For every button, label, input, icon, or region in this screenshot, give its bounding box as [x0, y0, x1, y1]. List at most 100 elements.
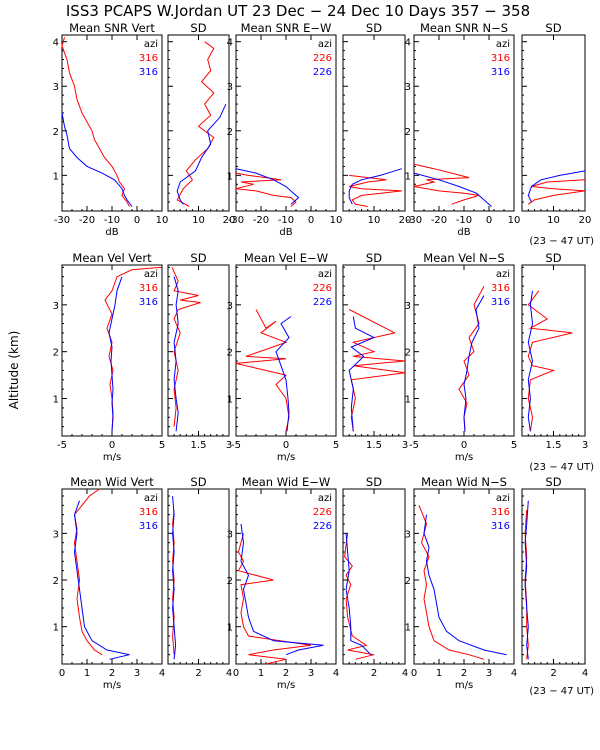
panel-1-5-legend-head: azi — [496, 39, 510, 50]
panel-1-2-frame — [167, 34, 230, 212]
panel-2-3-ytick-label-2: 3 — [227, 301, 233, 312]
panel-1-6-frame — [521, 34, 586, 212]
panel-1-3-ytick-label-2: 3 — [227, 82, 233, 93]
panel-1-3-xtick-label-1: -20 — [253, 215, 269, 226]
panel-3-2-title: SD — [190, 475, 206, 489]
panel-3-4-series-red — [344, 533, 375, 660]
panel-3-3-ytick-label-2: 3 — [227, 529, 233, 540]
panel-1-1-xtick-label-2: -10 — [104, 215, 120, 226]
panel-2-5-legend-blue: 316 — [491, 297, 510, 308]
panel-1-1-legend-red: 316 — [139, 53, 158, 64]
panel-3-2-xtick-label-1: 4 — [226, 668, 232, 679]
panel-3-5-legend-blue: 316 — [491, 521, 510, 532]
panel-1-5-ytick-label-3: 4 — [405, 38, 411, 49]
panel-3-5-legend-red: 316 — [491, 507, 510, 518]
panel-1-3-xlabel: dB — [279, 227, 292, 238]
panel-2-5-legend-red: 316 — [491, 283, 510, 294]
panel-2-3-xlabel: m/s — [277, 452, 295, 463]
panel-2-4-xtick-label-1: 3 — [402, 440, 408, 451]
panel-2-1-xtick-label-2: 5 — [159, 440, 165, 451]
panel-3-1-legend-red: 316 — [139, 507, 158, 518]
panel-3-5-ytick-label-0: 1 — [405, 623, 411, 634]
panel-2-5-legend-head: azi — [496, 269, 510, 280]
panel-2-4-series-blue — [348, 316, 376, 432]
panel-3-6-xtick-label-1: 4 — [582, 668, 588, 679]
panel-1-5-xtick-label-0: -30 — [406, 215, 422, 226]
panel-2-5-ytick-label-0: 1 — [405, 395, 411, 406]
panel-1-1-xtick-label-4: 10 — [156, 215, 169, 226]
panel-3-1-ytick-label-2: 3 — [53, 529, 59, 540]
panel-2-1-legend-head: azi — [144, 269, 158, 280]
panel-1-4-series-blue — [348, 168, 403, 205]
panel-1-5-ytick-label-2: 3 — [405, 82, 411, 93]
panel-1-3-ytick-label-1: 2 — [227, 127, 233, 138]
panel-1-3-title: Mean SNR E−W — [241, 21, 332, 35]
panel-3-1-legend-head: azi — [144, 493, 158, 504]
panel-1-3-xtick-label-2: -10 — [278, 215, 294, 226]
panel-3-1-ytick-label-0: 1 — [53, 623, 59, 634]
panel-2-3-series-blue — [275, 316, 292, 432]
panel-1-4-title: SD — [366, 21, 382, 35]
panel-2-4-frame — [342, 264, 406, 437]
panel-1-3-xtick-label-4: 10 — [330, 215, 343, 226]
panel-1-4-series-red — [349, 174, 402, 207]
panel-3-5-title: Mean Wid N−S — [421, 475, 507, 489]
panel-1-1-xtick-label-1: -20 — [79, 215, 95, 226]
panel-1-1-xlabel: dB — [105, 227, 118, 238]
panel-1-5-series-red — [413, 163, 480, 205]
panel-2-3-xtick-label-0: -5 — [231, 440, 241, 451]
panel-3-1-xtick-label-1: 1 — [84, 668, 90, 679]
time-note-row-1: (23 − 47 UT) — [529, 236, 594, 247]
panel-2-3-legend-red: 226 — [313, 283, 332, 294]
panel-3-5-ytick-label-2: 3 — [405, 529, 411, 540]
panel-1-1-legend-blue: 316 — [139, 67, 158, 78]
panel-1-5-legend-blue: 316 — [491, 67, 510, 78]
panel-3-4-xtick-label-0: 2 — [371, 668, 377, 679]
panel-2-3-legend-head: azi — [318, 269, 332, 280]
panel-2-6-xtick-label-0: 1.5 — [546, 440, 562, 451]
panel-3-1-xlabel: m/s — [103, 680, 121, 691]
panel-3-3-ytick-label-0: 1 — [227, 623, 233, 634]
panel-3-3-ytick-label-1: 2 — [227, 576, 233, 587]
panel-1-1-ytick-label-2: 3 — [53, 82, 59, 93]
panel-1-1-xtick-label-3: 0 — [134, 215, 140, 226]
panel-3-3-xtick-label-0: 0 — [233, 668, 239, 679]
panel-2-3-ytick-label-0: 1 — [227, 395, 233, 406]
panel-3-4-xtick-label-1: 4 — [402, 668, 408, 679]
panel-3-1-ytick-label-1: 2 — [53, 576, 59, 587]
panel-2-5-xtick-label-1: 0 — [461, 440, 467, 451]
panel-3-5-ytick-label-1: 2 — [405, 576, 411, 587]
panel-3-3-legend-head: azi — [318, 493, 332, 504]
panel-1-6-series-red — [528, 179, 586, 205]
panel-1-3-xtick-label-3: 0 — [308, 215, 314, 226]
panel-3-2-xtick-label-0: 2 — [195, 668, 201, 679]
panel-2-6-xtick-label-1: 3 — [582, 440, 588, 451]
panel-2-4-xtick-label-0: 1.5 — [366, 440, 382, 451]
panel-3-1-series-blue — [73, 500, 130, 660]
panel-1-5-ytick-label-1: 2 — [405, 127, 411, 138]
panel-1-3-ytick-label-0: 1 — [227, 171, 233, 182]
panel-2-3-legend-blue: 226 — [313, 297, 332, 308]
panel-1-1-ytick-label-3: 4 — [53, 38, 59, 49]
panel-1-2-title: SD — [190, 21, 206, 35]
panel-2-3-xtick-label-2: 5 — [333, 440, 339, 451]
panel-3-5-xtick-label-1: 1 — [436, 668, 442, 679]
panel-1-1-ytick-label-1: 2 — [53, 127, 59, 138]
panel-1-5-xtick-label-4: 10 — [508, 215, 521, 226]
panel-1-4-xtick-label-1: 20 — [399, 215, 412, 226]
panel-1-6-series-blue — [527, 170, 586, 203]
panel-2-1-ytick-label-0: 1 — [53, 395, 59, 406]
panel-1-3-legend-blue: 226 — [313, 67, 332, 78]
panel-2-2-xtick-label-0: 1.5 — [191, 440, 207, 451]
panel-2-2-series-blue — [173, 276, 179, 432]
panel-3-3-xlabel: m/s — [277, 680, 295, 691]
panel-1-2-xtick-label-1: 20 — [223, 215, 236, 226]
panel-3-3-xtick-label-1: 1 — [258, 668, 264, 679]
panel-1-5-xtick-label-2: -10 — [456, 215, 472, 226]
panel-1-1-title: Mean SNR Vert — [69, 21, 155, 35]
panel-1-4-xtick-label-0: 10 — [368, 215, 381, 226]
panel-3-5-xlabel: m/s — [455, 680, 473, 691]
panel-2-1-ytick-label-2: 3 — [53, 301, 59, 312]
panel-3-2-series-blue — [172, 495, 177, 660]
panel-1-2-series-red — [176, 41, 215, 207]
